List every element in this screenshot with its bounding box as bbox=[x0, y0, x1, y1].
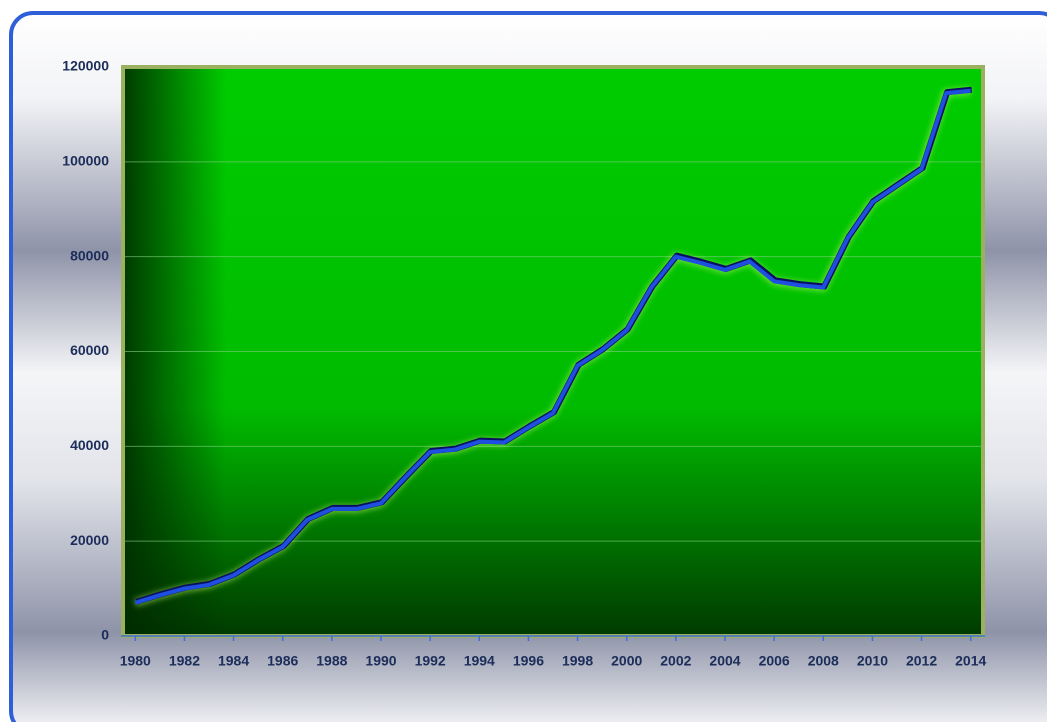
x-tick-label: 1996 bbox=[513, 653, 544, 669]
y-tick-label: 60000 bbox=[70, 342, 109, 358]
x-tick-label: 1990 bbox=[365, 653, 396, 669]
x-tick-label: 2000 bbox=[611, 653, 642, 669]
x-tick-label: 2004 bbox=[709, 653, 740, 669]
x-tick-label: 1994 bbox=[464, 653, 495, 669]
x-tick-label: 2014 bbox=[955, 653, 986, 669]
x-tick-label: 1984 bbox=[218, 653, 249, 669]
x-tick-label: 2012 bbox=[906, 653, 937, 669]
y-tick-label: 0 bbox=[101, 627, 109, 643]
x-tick-label: 2006 bbox=[759, 653, 790, 669]
y-tick-label: 100000 bbox=[62, 153, 109, 169]
y-tick-label: 40000 bbox=[70, 437, 109, 453]
x-tick-label: 1992 bbox=[415, 653, 446, 669]
x-tick-label: 2002 bbox=[660, 653, 691, 669]
x-tick-label: 1980 bbox=[120, 653, 151, 669]
y-tick-label: 20000 bbox=[70, 532, 109, 548]
x-tick-label: 2008 bbox=[808, 653, 839, 669]
data-line bbox=[134, 88, 971, 605]
x-tick-label: 2010 bbox=[857, 653, 888, 669]
x-tick-label: 1986 bbox=[267, 653, 298, 669]
x-tick-label: 1988 bbox=[316, 653, 347, 669]
x-tick-label: 1998 bbox=[562, 653, 593, 669]
y-tick-label: 80000 bbox=[70, 247, 109, 263]
y-tick-label: 120000 bbox=[62, 58, 109, 74]
x-tick-label: 1982 bbox=[169, 653, 200, 669]
